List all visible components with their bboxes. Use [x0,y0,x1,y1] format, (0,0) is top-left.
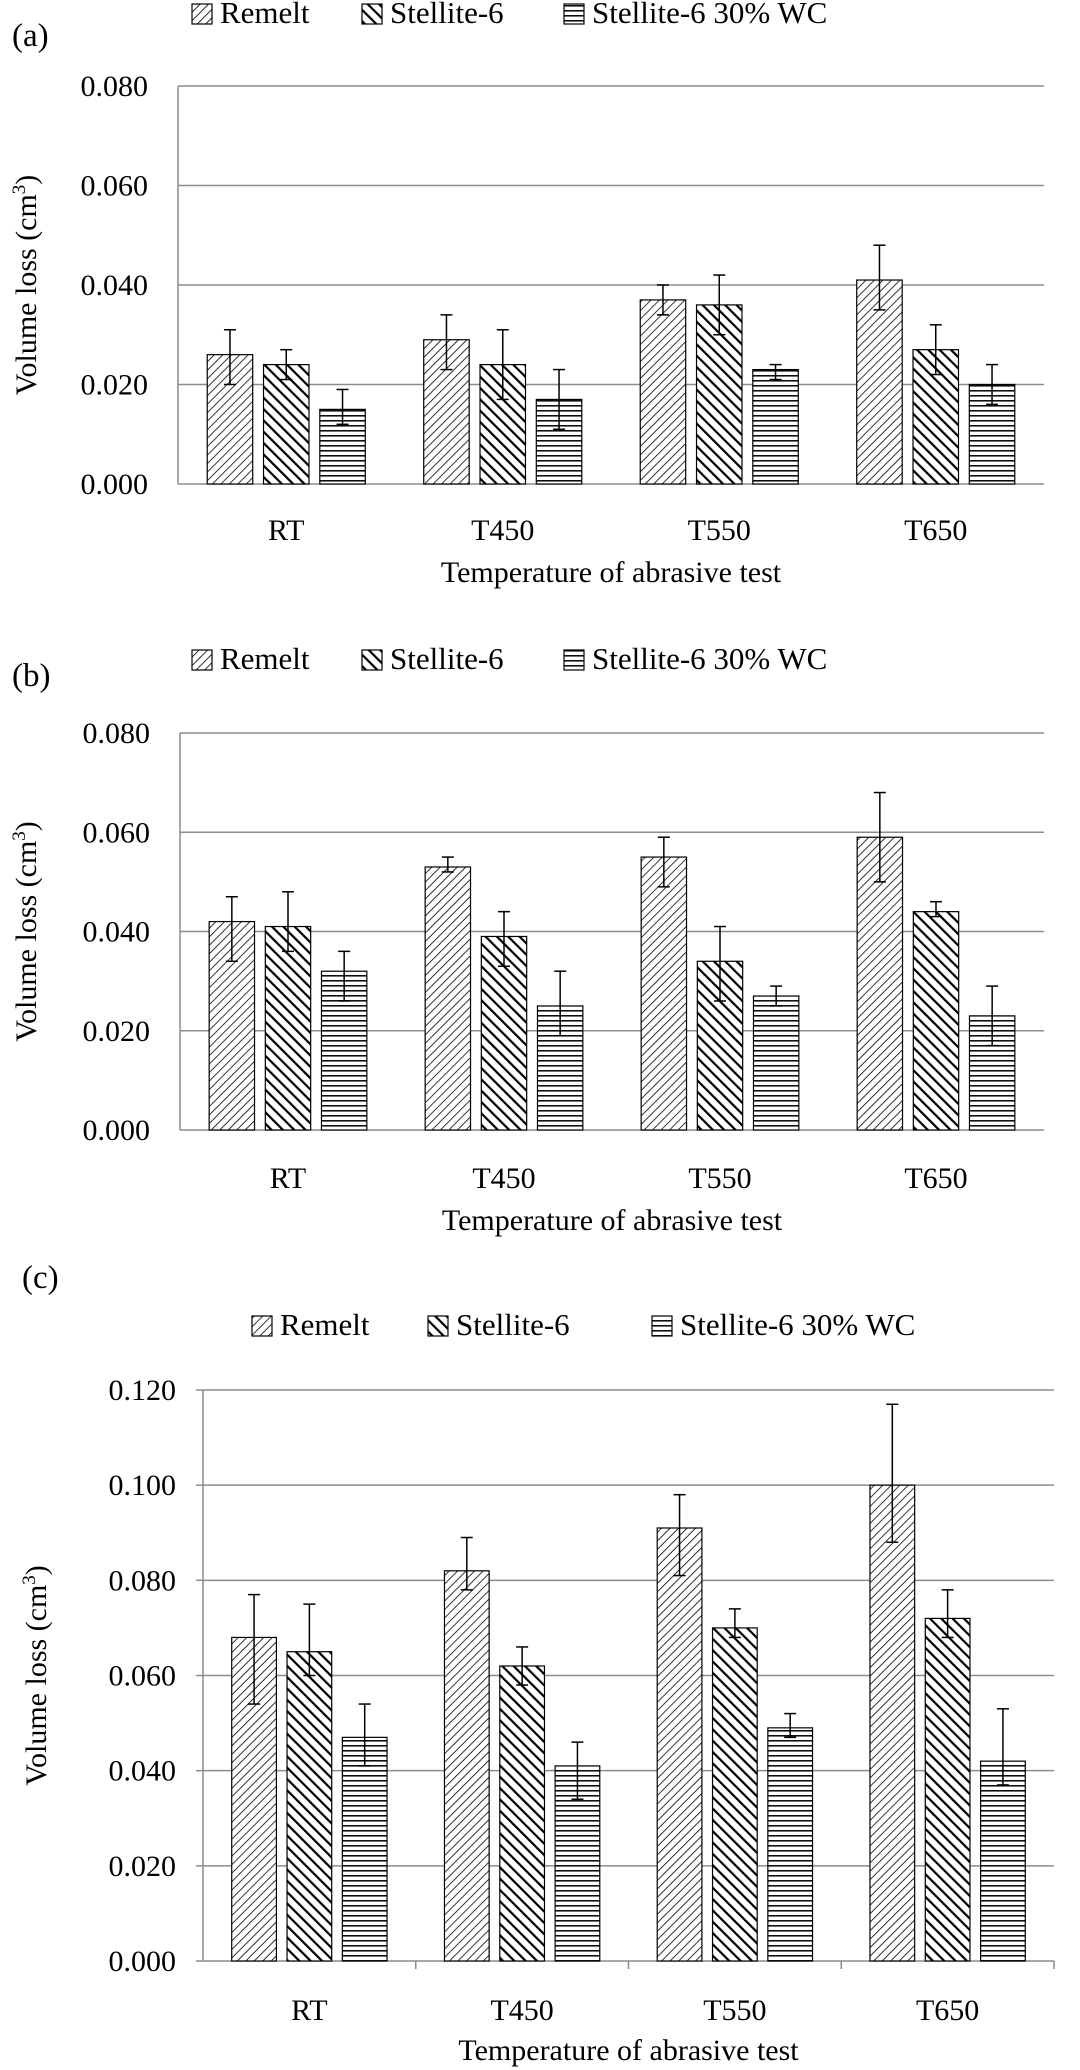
y-axis-title-sup: 3 [9,831,30,841]
bar-stellite-6-30-wc-t550 [767,1727,814,1962]
y-tick-label: 0.020 [81,369,149,402]
bar-stellite-6-rt [264,925,312,1131]
y-axis-title-main: Volume loss (cm [20,1585,53,1786]
legend-label: Remelt [220,0,310,30]
legend-label: Stellite-6 [456,1307,570,1342]
bar-remelt-t650 [856,836,904,1131]
bar-remelt-t450 [443,1570,490,1962]
x-axis-title: Temperature of abrasive test [442,1204,783,1237]
y-tick-label: 0.040 [81,269,149,302]
bar-stellite-6-30-wc-t550 [752,995,800,1131]
y-axis-title-main: Volume loss (cm [10,841,43,1042]
legend-swatch-0 [251,1315,273,1337]
bar-remelt-t650 [869,1484,916,1962]
legend-swatch-0 [191,3,213,25]
legend-swatch-0 [191,649,213,671]
bar-stellite-6-rt [262,364,310,485]
x-tick-label: T450 [490,1994,553,2027]
legend-swatch-2 [651,1315,673,1337]
legend-swatch-1 [361,649,383,671]
bar-remelt-t450 [424,866,472,1131]
y-tick-label: 0.020 [109,1850,177,1883]
bar-stellite-6-t550 [711,1627,758,1962]
y-axis-title-sup: 3 [9,185,30,195]
y-tick-label: 0.060 [81,170,149,203]
y-tick-label: 0.000 [81,468,149,501]
y-tick-label: 0.000 [109,1945,177,1978]
bar-stellite-6-30-wc-rt [341,1736,388,1962]
x-tick-label: T650 [904,514,967,547]
legend-label: Remelt [220,641,310,676]
y-axis-title: Volume loss (cm3) [19,1565,53,1786]
y-tick-label: 0.080 [83,717,151,750]
y-tick-label: 0.100 [109,1469,177,1502]
bar-remelt-t550 [640,856,688,1131]
y-tick-label: 0.120 [109,1374,177,1407]
legend-swatch-2 [563,649,585,671]
y-axis-title: Volume loss (cm3) [9,821,43,1042]
legend-label: Stellite-6 30% WC [592,641,827,676]
bar-stellite-6-t650 [912,911,960,1131]
legend-label: Stellite-6 30% WC [680,1307,915,1342]
y-axis-title-close: ) [10,821,43,831]
y-tick-label: 0.080 [109,1564,177,1597]
legend-label: Stellite-6 [390,0,504,30]
bar-remelt-t650 [856,279,903,485]
panel-label: (c) [22,1260,59,1296]
x-tick-label: T550 [688,1162,751,1195]
x-tick-label: T650 [904,1162,967,1195]
y-tick-label: 0.080 [81,70,149,103]
legend-swatch-1 [361,3,383,25]
x-tick-label: T650 [916,1994,979,2027]
y-tick-label: 0.020 [83,1015,151,1048]
charts-root: (a) Remelt Stellite-6 Stellite-6 30% WC 0.00… [9,0,1055,2067]
bar-stellite-6-rt [286,1651,333,1962]
chart-panel-b: (b) Remelt Stellite-6 Stellite-6 30% WC 0.00… [9,641,1044,1237]
bar-stellite-6-t650 [924,1617,971,1962]
y-tick-label: 0.000 [83,1114,151,1147]
x-tick-label: T450 [472,1162,535,1195]
x-tick-label: T550 [688,514,751,547]
x-tick-label: RT [270,1162,307,1195]
bar-remelt-t550 [656,1527,703,1962]
y-tick-label: 0.040 [83,916,151,949]
bar-stellite-6-t450 [499,1665,546,1962]
y-axis-title-close: ) [10,175,43,185]
y-axis-title-main: Volume loss (cm [10,194,43,395]
x-axis-title: Temperature of abrasive test [458,2034,799,2067]
x-tick-label: T550 [703,1994,766,2027]
panel-label: (b) [12,658,50,694]
x-tick-label: RT [268,514,305,547]
x-tick-label: RT [291,1994,328,2027]
legend-swatch-1 [427,1315,449,1337]
panel-label: (a) [12,18,49,54]
bar-stellite-6-30-wc-t550 [752,368,799,485]
legend-swatch-2 [563,3,585,25]
legend-label: Stellite-6 [390,641,504,676]
legend-label: Remelt [280,1307,370,1342]
bar-stellite-6-30-wc-t650 [980,1760,1026,1962]
y-axis-title: Volume loss (cm3) [9,175,43,396]
bar-remelt-t550 [639,299,687,485]
legend-label: Stellite-6 30% WC [592,0,827,30]
y-tick-label: 0.060 [83,816,151,849]
y-tick-label: 0.060 [109,1660,177,1693]
bar-stellite-6-t450 [480,935,528,1131]
y-axis-title-sup: 3 [19,1575,40,1585]
y-tick-label: 0.040 [109,1755,177,1788]
x-tick-label: T450 [471,514,534,547]
chart-panel-c: (c) Remelt Stellite-6 Stellite-6 30% WC 0.00… [19,1260,1055,2067]
x-axis-title: Temperature of abrasive test [441,556,782,589]
chart-panel-a: (a) Remelt Stellite-6 Stellite-6 30% WC 0.00… [9,0,1044,589]
y-axis-title-close: ) [20,1565,53,1575]
